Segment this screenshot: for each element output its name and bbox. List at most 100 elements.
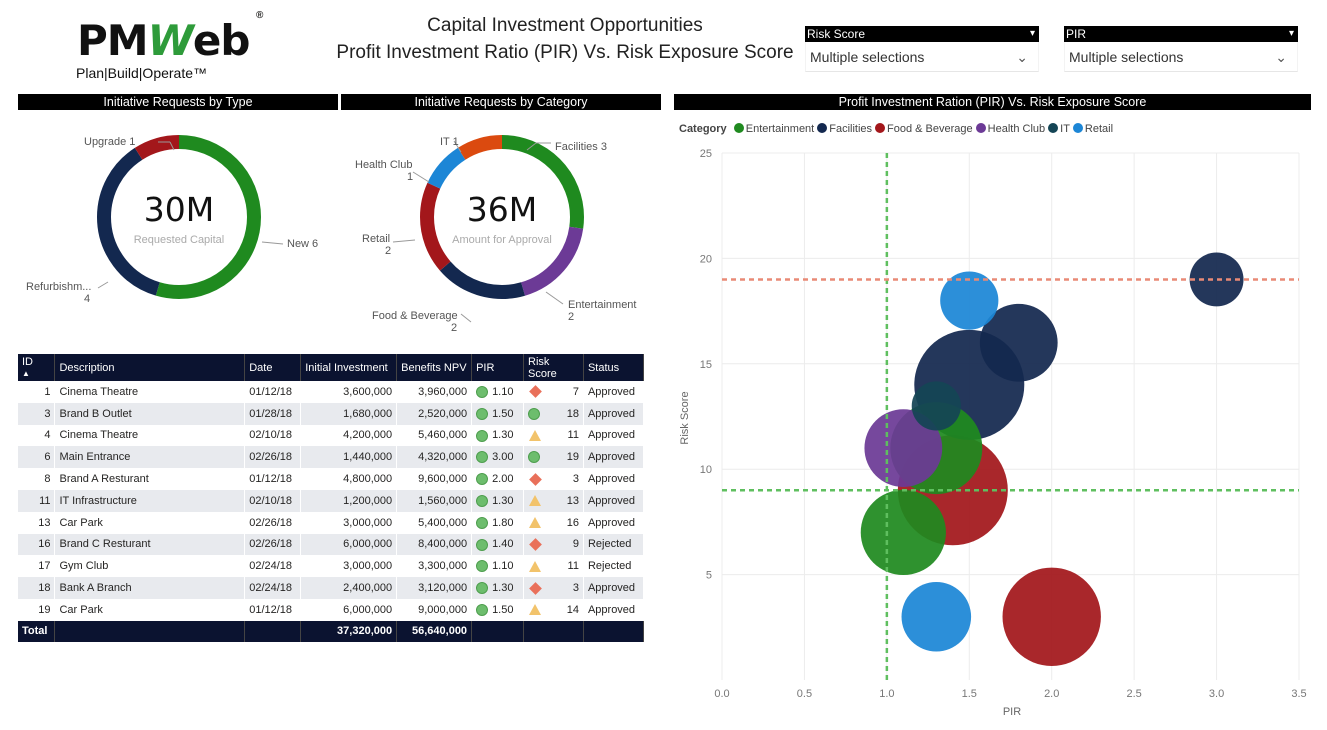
cell-id: 11 — [18, 489, 56, 512]
cell-status: Approved — [583, 468, 645, 490]
bubble-gym-club[interactable] — [864, 409, 943, 488]
cell-benefits-npv: 2,520,000 — [396, 402, 473, 425]
chevron-down-icon[interactable]: ▾ — [1288, 28, 1294, 39]
y-tick-label: 10 — [700, 464, 712, 476]
legend-item-entertainment[interactable]: Entertainment — [733, 123, 814, 135]
legend-item-health-club[interactable]: Health Club — [975, 123, 1045, 135]
legend-label: Food & Beverage — [887, 123, 973, 135]
column-header-id[interactable]: ID ▲ — [18, 354, 56, 381]
bubble-brand-b-outlet[interactable] — [940, 271, 999, 330]
cell-status: Approved — [583, 381, 645, 403]
legend-dot-icon — [875, 123, 886, 133]
pir-slicer-dropdown[interactable]: Multiple selections ⌄ — [1064, 42, 1298, 72]
cell-initial-investment: 2,400,000 — [300, 577, 398, 599]
cell-benefits-npv: 3,120,000 — [396, 577, 473, 599]
bubble-it-infrastructure[interactable] — [911, 381, 961, 431]
legend-label: Facilities — [829, 123, 873, 135]
risk-diamond-icon — [529, 538, 542, 551]
risk-value: 7 — [572, 385, 579, 398]
table-row[interactable]: 16 Brand C Resturant 02/26/18 6,000,000 8,40… — [18, 533, 645, 556]
pir-value: 1.30 — [492, 494, 514, 507]
table-row[interactable]: 3 Brand B Outlet 01/28/18 1,680,000 2,520,00… — [18, 402, 645, 425]
column-header-description[interactable]: Description — [54, 354, 246, 381]
legend-item-retail[interactable]: Retail — [1072, 123, 1113, 135]
risk-triangle-icon — [529, 560, 542, 572]
table-row[interactable]: 19 Car Park 01/12/18 6,000,000 9,000,000 1.50… — [18, 598, 645, 621]
donut-segment-refurbishment[interactable] — [97, 135, 261, 299]
column-header-benefits-npv[interactable]: Benefits NPV — [396, 354, 473, 381]
donut-segment-upgrade[interactable] — [97, 135, 261, 299]
column-header-status[interactable]: Status — [583, 354, 645, 381]
table-row[interactable]: 17 Gym Club 02/24/18 3,000,000 3,300,000 1.10… — [18, 555, 645, 578]
legend-dot-icon — [733, 123, 744, 133]
risk-score-slicer-value: Multiple selections — [810, 49, 925, 65]
column-header-date[interactable]: Date — [244, 354, 302, 381]
donut-leader-line — [460, 313, 472, 323]
column-header-pir[interactable]: PIR — [471, 354, 525, 381]
risk-value: 14 — [566, 603, 579, 616]
donut-label-food-beverage-count: 2 — [451, 322, 457, 334]
cell-id: 17 — [18, 555, 56, 578]
cell-description: Cinema Theatre — [54, 424, 246, 447]
chevron-down-icon[interactable]: ⌄ — [1275, 49, 1287, 65]
risk-score-slicer-dropdown[interactable]: Multiple selections ⌄ — [805, 42, 1039, 72]
cell-description: Gym Club — [54, 555, 246, 578]
pir-value: 1.50 — [492, 603, 514, 616]
legend-dot-icon — [1072, 123, 1083, 133]
legend-item-facilities[interactable]: Facilities — [817, 123, 872, 135]
chevron-down-icon[interactable]: ⌄ — [1016, 49, 1028, 65]
bubble-main-entrance[interactable] — [1189, 252, 1244, 307]
table-row[interactable]: 13 Car Park 02/26/18 3,000,000 5,400,000 1.80… — [18, 511, 645, 534]
risk-diamond-icon — [529, 385, 542, 399]
risk-diamond-icon — [529, 581, 542, 595]
table-row[interactable]: 11 IT Infrastructure 02/10/18 1,200,000 1,56… — [18, 489, 645, 512]
cell-benefits-npv: 5,400,000 — [396, 511, 473, 534]
donut-segment-food-beverage[interactable] — [420, 135, 584, 299]
donut-label-health-club-count: 1 — [407, 171, 413, 183]
y-tick-label: 20 — [700, 253, 712, 265]
donut-segment-it[interactable] — [420, 135, 584, 299]
column-header-risk-score[interactable]: Risk Score — [523, 354, 584, 381]
table-row[interactable]: 4 Cinema Theatre 02/10/18 4,200,000 5,460,00… — [18, 424, 645, 447]
y-tick-label: 25 — [700, 148, 712, 160]
legend-item-it[interactable]: IT — [1048, 123, 1070, 135]
cell-benefits-npv: 8,400,000 — [396, 533, 473, 556]
total-empty-cell — [471, 620, 525, 642]
cell-date: 02/24/18 — [244, 555, 302, 578]
bubble-bank-a-branch[interactable] — [901, 581, 972, 652]
legend-item-food-beverage[interactable]: Food & Beverage — [875, 123, 973, 135]
status-circle-icon — [476, 429, 489, 442]
pir-slicer[interactable]: PIR ▾ Multiple selections ⌄ — [1064, 26, 1298, 72]
bubble-car-park[interactable] — [979, 303, 1058, 382]
x-tick-label: 3.0 — [1209, 688, 1224, 700]
cell-initial-investment: 3,000,000 — [300, 511, 398, 534]
risk-score-slicer-header[interactable]: Risk Score ▾ — [805, 26, 1039, 42]
table-row[interactable]: 8 Brand A Resturant 01/12/18 4,800,000 9,600… — [18, 468, 645, 490]
table-row[interactable]: 18 Bank A Branch 02/24/18 2,400,000 3,120,00… — [18, 577, 645, 599]
pir-slicer-header[interactable]: PIR ▾ — [1064, 26, 1298, 42]
risk-value: 9 — [572, 538, 579, 551]
legend-dot-icon — [817, 123, 828, 133]
total-label: Total — [18, 620, 56, 642]
total-empty-cell — [244, 620, 302, 642]
donut-label-upgrade: Upgrade 1 — [84, 136, 135, 148]
risk-value: 11 — [567, 429, 579, 442]
bubble-brand-a-resturant[interactable] — [1002, 567, 1101, 666]
sort-ascending-icon[interactable]: ▲ — [22, 368, 30, 378]
donut-segment-retail[interactable] — [420, 135, 584, 299]
status-circle-icon — [476, 582, 489, 595]
cell-description: Brand C Resturant — [54, 533, 246, 556]
column-header-initial-investment[interactable]: Initial Investment — [300, 354, 398, 381]
chevron-down-icon[interactable]: ▾ — [1029, 28, 1035, 39]
table-row[interactable]: 1 Cinema Theatre 01/12/18 3,600,000 3,960,00… — [18, 381, 645, 403]
page-title: Capital Investment Opportunities Profit … — [330, 12, 800, 66]
logo-wordmark: PMWeb — [77, 16, 250, 65]
cell-id: 1 — [18, 381, 56, 403]
risk-score-slicer[interactable]: Risk Score ▾ Multiple selections ⌄ — [805, 26, 1039, 72]
risk-value: 13 — [566, 494, 579, 507]
risk-triangle-icon — [529, 604, 542, 616]
cell-pir: 1.30 — [471, 577, 525, 599]
bubble-cinema-theatre[interactable] — [860, 489, 946, 576]
table-row[interactable]: 6 Main Entrance 02/26/18 1,440,000 4,320,000… — [18, 446, 645, 469]
status-circle-icon — [476, 603, 489, 616]
